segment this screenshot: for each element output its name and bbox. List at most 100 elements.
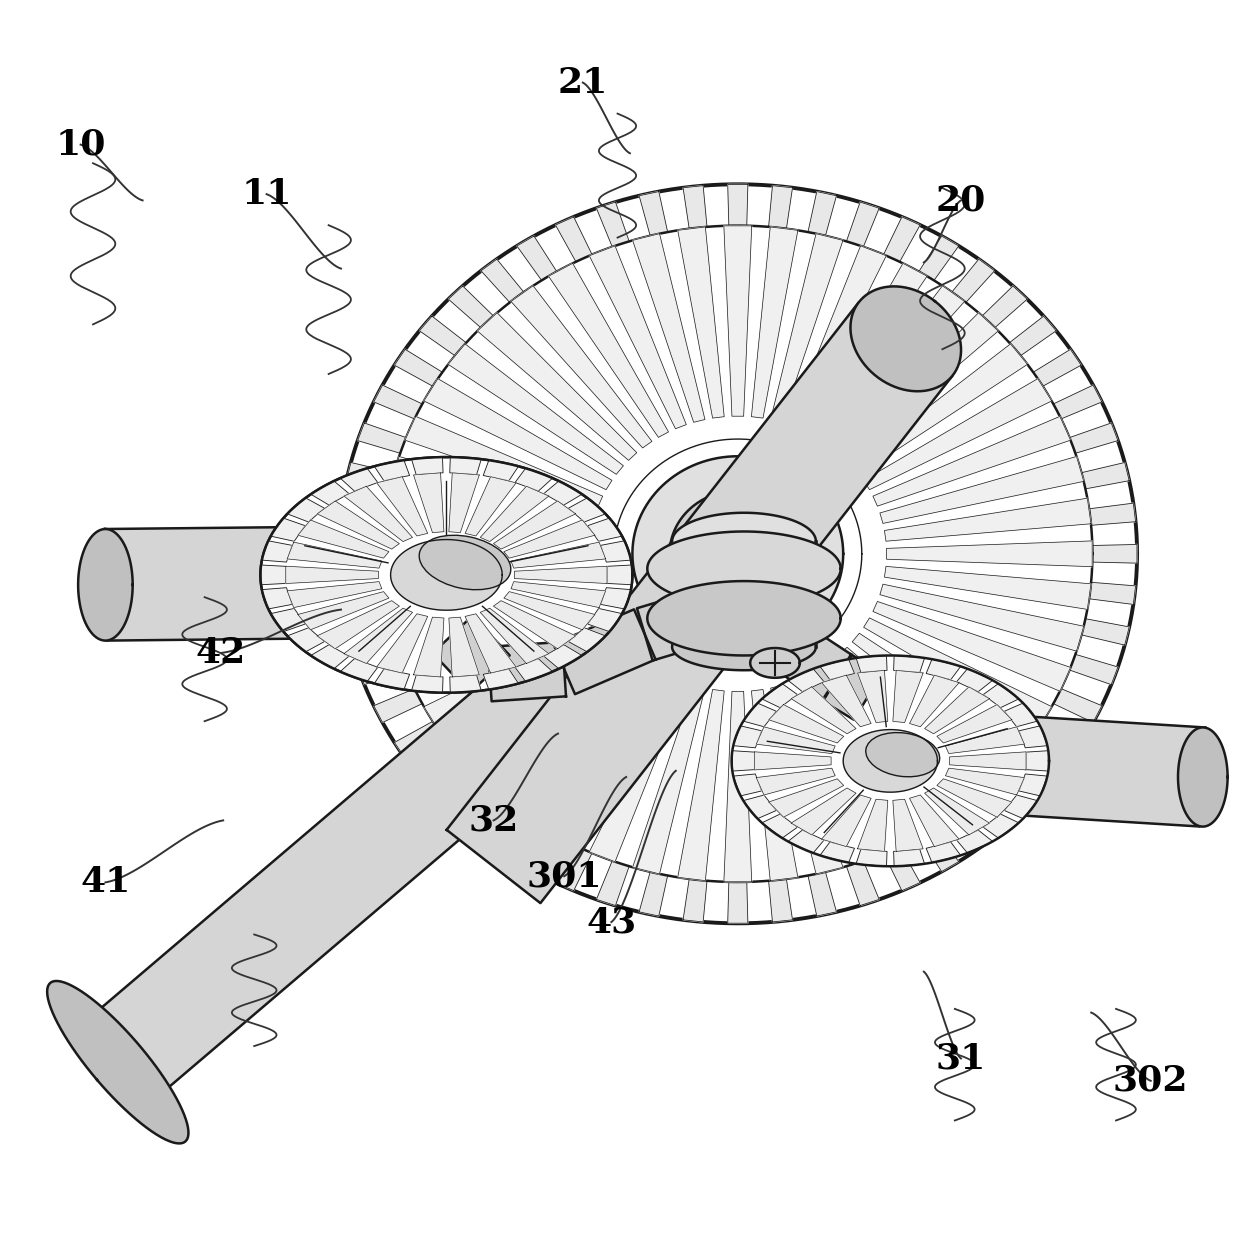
- Polygon shape: [847, 861, 879, 906]
- Polygon shape: [820, 842, 854, 862]
- Polygon shape: [1009, 751, 1056, 791]
- Polygon shape: [787, 669, 825, 692]
- Polygon shape: [433, 616, 510, 693]
- Polygon shape: [856, 656, 887, 673]
- Polygon shape: [807, 264, 928, 438]
- Polygon shape: [756, 769, 836, 795]
- Polygon shape: [724, 692, 751, 882]
- Polygon shape: [1081, 463, 1130, 489]
- Text: 21: 21: [558, 66, 608, 100]
- Text: 20: 20: [936, 183, 986, 218]
- Polygon shape: [779, 627, 852, 700]
- Polygon shape: [945, 726, 1024, 754]
- Polygon shape: [47, 982, 188, 1143]
- Polygon shape: [511, 542, 605, 569]
- Polygon shape: [884, 566, 1091, 610]
- Polygon shape: [856, 850, 887, 866]
- Polygon shape: [672, 623, 816, 671]
- Polygon shape: [838, 647, 998, 795]
- Polygon shape: [884, 498, 1091, 541]
- Polygon shape: [548, 264, 668, 438]
- Text: 301: 301: [527, 860, 601, 893]
- Polygon shape: [733, 726, 761, 748]
- Polygon shape: [950, 751, 1025, 770]
- Polygon shape: [298, 592, 389, 629]
- Polygon shape: [568, 498, 605, 522]
- Polygon shape: [481, 805, 523, 848]
- Polygon shape: [288, 582, 382, 607]
- Polygon shape: [751, 689, 797, 881]
- Polygon shape: [477, 312, 637, 460]
- Polygon shape: [945, 769, 1024, 795]
- Polygon shape: [544, 481, 582, 505]
- Polygon shape: [728, 184, 748, 225]
- Polygon shape: [339, 184, 1137, 923]
- Polygon shape: [632, 457, 843, 652]
- Polygon shape: [740, 600, 810, 672]
- Polygon shape: [515, 659, 553, 682]
- Polygon shape: [424, 618, 613, 729]
- Polygon shape: [820, 659, 854, 679]
- Polygon shape: [983, 814, 1019, 838]
- Polygon shape: [340, 468, 378, 491]
- Polygon shape: [448, 343, 624, 474]
- Polygon shape: [384, 566, 591, 610]
- Polygon shape: [288, 498, 325, 522]
- Polygon shape: [956, 669, 993, 692]
- Polygon shape: [672, 513, 816, 570]
- Polygon shape: [1178, 728, 1228, 826]
- Polygon shape: [743, 795, 776, 819]
- Text: 11: 11: [242, 177, 291, 211]
- Polygon shape: [880, 585, 1084, 651]
- Polygon shape: [343, 486, 413, 541]
- Polygon shape: [808, 872, 837, 916]
- Polygon shape: [511, 582, 605, 607]
- Polygon shape: [374, 460, 409, 480]
- Polygon shape: [589, 246, 686, 429]
- Polygon shape: [405, 601, 603, 692]
- Polygon shape: [770, 685, 843, 875]
- Polygon shape: [596, 861, 629, 906]
- Polygon shape: [937, 779, 1012, 817]
- Polygon shape: [884, 846, 920, 891]
- Polygon shape: [450, 457, 481, 475]
- Polygon shape: [1081, 618, 1130, 646]
- Polygon shape: [750, 648, 800, 678]
- Polygon shape: [311, 644, 348, 669]
- Polygon shape: [632, 685, 706, 875]
- Polygon shape: [769, 185, 792, 229]
- Polygon shape: [373, 386, 423, 419]
- Polygon shape: [678, 226, 724, 418]
- Polygon shape: [982, 286, 1027, 327]
- Polygon shape: [893, 799, 923, 851]
- Polygon shape: [1089, 503, 1136, 525]
- Polygon shape: [270, 519, 305, 541]
- Text: 41: 41: [81, 866, 130, 899]
- Polygon shape: [419, 316, 466, 356]
- Polygon shape: [288, 628, 325, 652]
- Polygon shape: [357, 654, 407, 684]
- Ellipse shape: [419, 535, 511, 590]
- Polygon shape: [770, 234, 843, 422]
- Polygon shape: [925, 687, 990, 734]
- Polygon shape: [1025, 750, 1048, 771]
- Polygon shape: [894, 850, 925, 866]
- Polygon shape: [317, 601, 399, 649]
- Polygon shape: [919, 236, 959, 280]
- Polygon shape: [919, 827, 959, 872]
- Polygon shape: [733, 750, 755, 771]
- Polygon shape: [262, 587, 293, 608]
- Polygon shape: [808, 192, 837, 236]
- Polygon shape: [823, 654, 882, 720]
- Polygon shape: [288, 542, 382, 569]
- Polygon shape: [600, 587, 631, 608]
- Polygon shape: [743, 703, 776, 726]
- Polygon shape: [791, 787, 856, 835]
- Polygon shape: [600, 541, 631, 562]
- Polygon shape: [384, 498, 591, 541]
- Polygon shape: [822, 675, 872, 726]
- Polygon shape: [413, 473, 444, 532]
- Polygon shape: [983, 684, 1019, 708]
- Polygon shape: [481, 259, 523, 302]
- Polygon shape: [858, 671, 888, 723]
